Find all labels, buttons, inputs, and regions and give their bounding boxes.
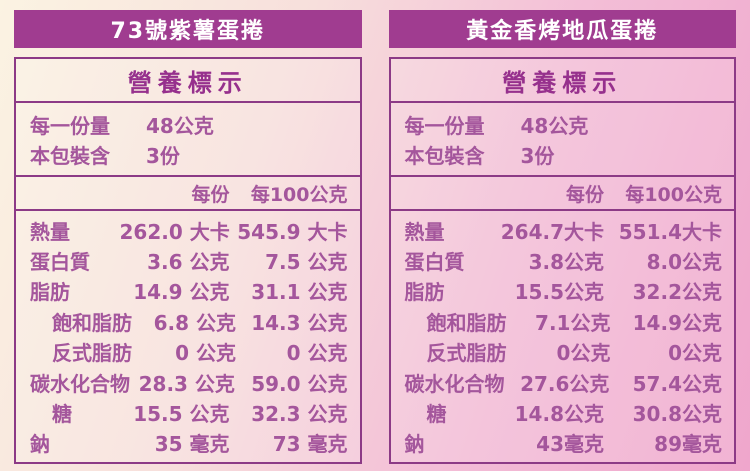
panel-purple-sweet-potato: 73號紫薯蛋捲 營養標示 每一份量 48公克 本包裝含 3份 每份 每100公克…: [14, 10, 362, 464]
nutrient-label: 反式脂肪: [426, 341, 507, 366]
product-title-bar: 黃金香烤地瓜蛋捲: [388, 10, 736, 48]
per-100g-value: 7.5 公克: [265, 250, 348, 275]
per-serving-value: 14.8公克: [514, 401, 604, 426]
serving-size-label: 每一份量: [30, 113, 110, 138]
per-serving-value: 28.3 公克: [138, 371, 235, 396]
per-serving-value: 15.5公克: [514, 280, 604, 305]
per-100g-value: 14.3 公克: [251, 310, 348, 335]
nutrient-row: 碳水化合物 28.3 公克 59.0 公克: [30, 367, 348, 397]
serving-size-value: 48公克: [520, 113, 589, 138]
per-serving-value: 6.8 公克: [153, 310, 236, 335]
nutrient-row: 蛋白質 3.6 公克 7.5 公克: [30, 246, 348, 276]
servings-per-pack-row: 本包裝含 3份: [30, 139, 346, 169]
per-100g-value: 57.4公克: [632, 371, 722, 396]
column-header-row: 每份 每100公克: [390, 177, 734, 211]
column-header-row: 每份 每100公克: [16, 177, 360, 211]
per-100g-value: 0公克: [668, 341, 722, 366]
nutrient-label: 蛋白質: [404, 250, 465, 275]
product-title: 黃金香烤地瓜蛋捲: [466, 19, 659, 44]
per-100g-value: 32.2公克: [632, 280, 722, 305]
nutrient-row: 熱量 264.7大卡 551.4大卡: [405, 215, 723, 245]
servings-per-pack-row: 本包裝含 3份: [405, 139, 721, 169]
serving-size-row: 每一份量 48公克: [30, 109, 346, 139]
per-serving-value: 262.0 大卡: [119, 219, 230, 244]
per-100g-value: 8.0公克: [646, 250, 722, 275]
nutrient-label: 熱量: [30, 219, 70, 244]
nutrient-row: 反式脂肪 0 公克 0 公克: [30, 337, 348, 367]
per-100g-value: 30.8公克: [632, 401, 722, 426]
nutrient-row: 飽和脂肪 7.1公克 14.9公克: [405, 306, 723, 336]
nutrient-label: 脂肪: [30, 280, 70, 305]
per-serving-value: 27.6公克: [520, 371, 610, 396]
nutrition-table: 營養標示 每一份量 48公克 本包裝含 3份 每份 每100公克 熱量 262.0…: [14, 57, 362, 464]
servings-per-pack-value: 3份: [146, 143, 180, 168]
per-100g-value: 32.3 公克: [251, 401, 348, 426]
per-100g-value: 59.0 公克: [251, 371, 348, 396]
nutrient-row: 飽和脂肪 6.8 公克 14.3 公克: [30, 306, 348, 336]
per-100g-column-header: 每100公克: [625, 183, 722, 206]
nutrient-rows: 熱量 264.7大卡 551.4大卡蛋白質 3.8公克 8.0公克脂肪 15.5公克 32.…: [391, 211, 735, 462]
per-100g-value: 0 公克: [286, 341, 348, 366]
nutrient-row: 脂肪 14.9 公克 31.1 公克: [30, 276, 348, 306]
per-100g-value: 31.1 公克: [251, 280, 348, 305]
per-serving-value: 35 毫克: [154, 432, 230, 457]
per-serving-value: 15.5 公克: [133, 401, 230, 426]
per-serving-value: 0公克: [556, 341, 611, 366]
per-serving-value: 264.7大卡: [500, 219, 604, 244]
product-title-bar: 73號紫薯蛋捲: [14, 10, 362, 48]
nutrition-table: 營養標示 每一份量 48公克 本包裝含 3份 每份 每100公克 熱量 264.7…: [388, 57, 736, 464]
product-title: 73號紫薯蛋捲: [110, 19, 266, 44]
per-100g-column-header: 每100公克: [250, 183, 348, 206]
nutrient-row: 脂肪 15.5公克 32.2公克: [405, 276, 723, 306]
nutrition-facts-heading: 營養標示: [390, 59, 734, 103]
nutrient-row: 鈉 43毫克 89毫克: [405, 428, 723, 458]
nutrient-row: 熱量 262.0 大卡 545.9 大卡: [30, 215, 348, 245]
nutrient-label: 反式脂肪: [52, 341, 132, 366]
per-100g-value: 551.4大卡: [618, 219, 722, 244]
serving-size-label: 每一份量: [404, 113, 485, 138]
per-serving-value: 3.6 公克: [147, 250, 230, 275]
per-serving-value: 14.9 公克: [133, 280, 230, 305]
nutrient-row: 糖 14.8公克 30.8公克: [405, 397, 723, 427]
nutrient-label: 熱量: [404, 219, 445, 244]
nutrient-label: 飽和脂肪: [52, 310, 132, 335]
nutrient-label: 飽和脂肪: [426, 310, 507, 335]
nutrient-label: 脂肪: [404, 280, 445, 305]
nutrition-facts-heading: 營養標示: [16, 59, 360, 103]
serving-size-row: 每一份量 48公克: [405, 109, 721, 139]
per-serving-value: 3.8公克: [528, 250, 604, 275]
per-100g-value: 545.9 大卡: [237, 219, 348, 244]
nutrient-row: 鈉 35 毫克 73 毫克: [30, 428, 348, 458]
serving-size-value: 48公克: [146, 113, 214, 138]
nutrient-label: 碳水化合物: [404, 371, 505, 396]
nutrient-rows: 熱量 262.0 大卡 545.9 大卡蛋白質 3.6 公克 7.5 公克脂肪 14.9 …: [16, 211, 360, 462]
per-100g-value: 89毫克: [654, 432, 722, 457]
per-serving-value: 43毫克: [536, 432, 604, 457]
per-100g-value: 14.9公克: [632, 310, 722, 335]
nutrient-label: 糖: [52, 401, 72, 426]
servings-per-pack-label: 本包裝含: [30, 143, 110, 168]
panel-golden-sweet-potato: 黃金香烤地瓜蛋捲 營養標示 每一份量 48公克 本包裝含 3份 每份 每100公…: [388, 10, 736, 464]
per-100g-value: 73 毫克: [272, 432, 348, 457]
servings-per-pack-label: 本包裝含: [404, 143, 485, 168]
servings-per-pack-value: 3份: [520, 143, 555, 168]
nutrient-label: 鈉: [404, 432, 425, 457]
per-serving-value: 7.1公克: [535, 310, 611, 335]
nutrient-row: 碳水化合物 27.6公克 57.4公克: [405, 367, 723, 397]
nutrient-label: 蛋白質: [30, 250, 90, 275]
per-serving-column-header: 每份: [565, 183, 604, 206]
nutrient-row: 糖 15.5 公克 32.3 公克: [30, 397, 348, 427]
per-serving-column-header: 每份: [191, 183, 230, 206]
nutrient-label: 碳水化合物: [30, 371, 130, 396]
nutrient-row: 蛋白質 3.8公克 8.0公克: [405, 246, 723, 276]
serving-info-section: 每一份量 48公克 本包裝含 3份: [16, 103, 360, 177]
serving-info-section: 每一份量 48公克 本包裝含 3份: [390, 103, 734, 177]
nutrient-label: 鈉: [30, 432, 50, 457]
nutrient-label: 糖: [426, 401, 447, 426]
per-serving-value: 0 公克: [175, 341, 236, 366]
nutrient-row: 反式脂肪 0公克 0公克: [405, 337, 723, 367]
